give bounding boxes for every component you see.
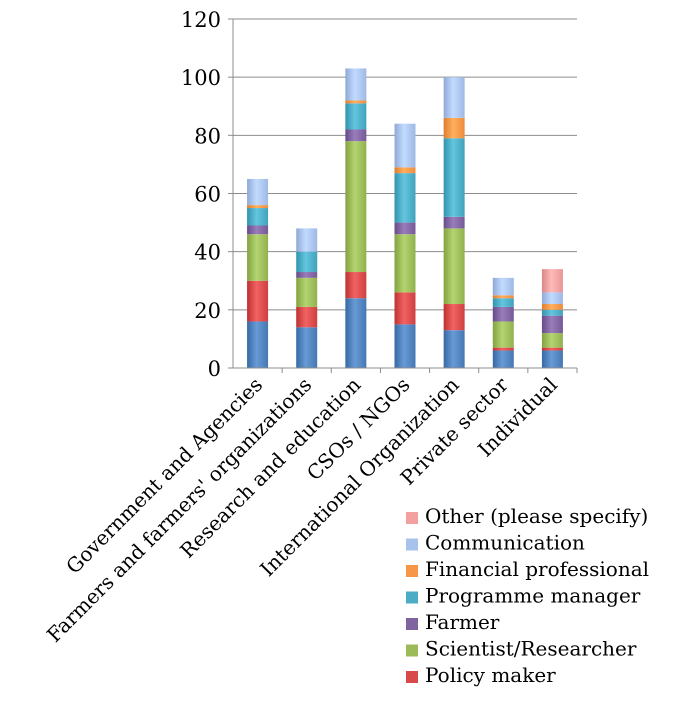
bar-segment	[443, 304, 465, 331]
y-tick-label: 0	[208, 357, 221, 381]
legend-swatch	[406, 538, 418, 551]
legend-swatch	[406, 512, 418, 524]
legend-label: Scientist/Researcher	[425, 637, 637, 661]
bar-segment	[394, 222, 416, 235]
bar-segment	[296, 306, 318, 328]
bar-segment	[541, 269, 563, 293]
y-tick-label: 40	[194, 241, 221, 265]
bar-segment	[492, 350, 514, 368]
bar-segment	[492, 347, 514, 351]
legend-swatch	[406, 644, 418, 657]
bar-segment	[394, 167, 416, 174]
bar-segment	[492, 277, 514, 296]
bar-segment	[345, 272, 367, 299]
bar-segment	[443, 216, 465, 229]
bar-stacks	[247, 68, 563, 368]
bar-segment	[296, 277, 318, 307]
bar-segment	[345, 100, 367, 104]
bar-segment	[541, 333, 563, 348]
bar-segment	[345, 141, 367, 273]
bar-segment	[296, 228, 318, 252]
bar-segment	[345, 129, 367, 142]
bar-segment	[541, 347, 563, 351]
y-tick-label: 100	[181, 66, 221, 90]
bar-segment	[492, 295, 514, 299]
bar-segment	[394, 173, 416, 223]
bar-segment	[443, 117, 465, 139]
legend: Other (please specify) CommunicationFinan…	[406, 504, 649, 687]
bar-segment	[541, 315, 563, 334]
y-tick-label: 120	[181, 8, 221, 32]
bar-segment	[296, 251, 318, 273]
legend-label: Farmer	[425, 610, 500, 634]
bar-segment	[541, 350, 563, 368]
legend-swatch	[406, 591, 418, 604]
bar-segment	[247, 234, 269, 281]
bar-segment	[541, 304, 563, 310]
bar-segment	[345, 68, 367, 101]
bar-segment	[492, 306, 514, 322]
y-tick-label: 80	[194, 124, 221, 148]
bar-segment	[541, 292, 563, 305]
bar-segment	[247, 321, 269, 368]
bar-segment	[443, 228, 465, 305]
bar-segment	[247, 178, 269, 206]
legend-swatch	[406, 565, 418, 577]
bar-segment	[492, 298, 514, 307]
legend-swatch	[406, 618, 418, 630]
legend-label: Other (please specify)	[425, 504, 648, 528]
legend-label: Financial professional	[425, 557, 649, 581]
legend-label: Policy maker	[425, 663, 556, 687]
bar-segment	[345, 103, 367, 130]
legend-label: Programme manager	[425, 584, 641, 608]
bar-segment	[296, 327, 318, 368]
bar-segment	[394, 292, 416, 325]
bar-segment	[247, 280, 269, 322]
bar-segment	[345, 298, 367, 368]
y-tick-label: 60	[194, 183, 221, 207]
x-tick-label: Government and Agencies	[61, 373, 267, 579]
bar-segment	[394, 123, 416, 168]
bar-segment	[296, 272, 318, 278]
bar-segment	[541, 309, 563, 316]
y-tick-label: 20	[194, 299, 221, 323]
bar-segment	[443, 330, 465, 368]
bar-segment	[443, 138, 465, 217]
bar-segment	[492, 321, 514, 348]
bar-segment	[443, 77, 465, 118]
bar-segment	[247, 208, 269, 226]
bar-segment	[394, 324, 416, 368]
legend-label: Communication	[425, 531, 585, 555]
bar-segment	[247, 225, 269, 235]
x-tick-label: Farmers and farmers' organizations	[42, 373, 316, 647]
bar-segment	[394, 234, 416, 293]
bar-segment	[247, 205, 269, 209]
legend-swatch	[406, 671, 418, 683]
